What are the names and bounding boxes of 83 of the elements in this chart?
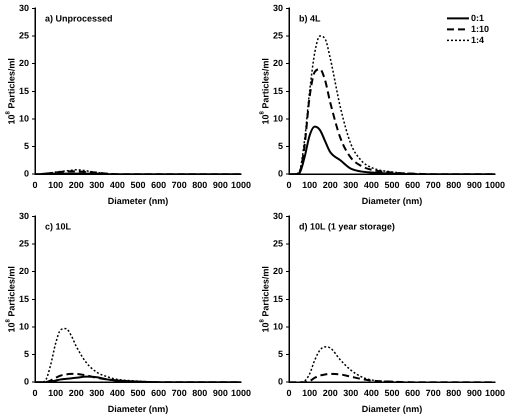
x-tick-label: 600: [405, 180, 420, 190]
legend-label: 1:4: [470, 34, 484, 45]
y-tick-label: 10: [272, 321, 284, 332]
y-tick-label: 0: [278, 168, 284, 179]
x-tick-label: 700: [426, 388, 441, 398]
x-tick-label: 800: [446, 180, 462, 190]
x-axis-title: Diameter (nm): [362, 196, 422, 206]
x-axis-title: Diameter (nm): [108, 404, 168, 414]
text: a) Unprocessed: [45, 13, 113, 24]
x-tick-label: 400: [110, 180, 125, 190]
y-tick-label: 15: [18, 294, 30, 304]
x-tick-label: 300: [89, 388, 104, 398]
y-tick-label: 15: [272, 294, 284, 304]
x-axis-title: Diameter (nm): [108, 196, 168, 206]
y-tick-label: 20: [18, 266, 30, 276]
y-tick-label: 25: [18, 238, 30, 249]
x-tick-label: 200: [322, 388, 338, 398]
y-tick-label: 15: [272, 86, 284, 96]
x-tick-label: 100: [302, 180, 318, 190]
legend-label: 1:10: [470, 24, 489, 34]
x-axis-title: Diameter (nm): [362, 404, 422, 414]
y-tick-label: 30: [18, 2, 30, 13]
x-tick-label: 900: [466, 388, 482, 398]
x-tick-label: 800: [446, 388, 462, 398]
x-tick-label: 200: [68, 388, 84, 398]
x-tick-label: 0: [286, 180, 292, 190]
x-tick-label: 500: [130, 388, 146, 398]
y-tick-label: 5: [278, 141, 284, 152]
x-tick-label: 500: [384, 180, 400, 190]
x-tick-label: 200: [68, 180, 84, 190]
x-tick-label: 400: [110, 388, 125, 398]
x-tick-label: 1000: [484, 180, 506, 190]
y-tick-label: 25: [272, 238, 284, 249]
x-tick-label: 200: [322, 180, 338, 190]
x-tick-label: 0: [286, 388, 292, 398]
x-tick-label: 300: [343, 388, 358, 398]
text: d) 10L (1 year storage): [299, 221, 395, 232]
x-tick-label: 1000: [484, 388, 506, 398]
x-tick-label: 100: [48, 388, 64, 398]
x-tick-label: 900: [466, 180, 482, 190]
text: b) 4L: [299, 13, 322, 24]
x-tick-label: 0: [32, 388, 38, 398]
y-tick-label: 5: [24, 349, 30, 360]
y-tick-label: 10: [18, 113, 30, 124]
y-tick-label: 20: [272, 58, 284, 68]
y-tick-label: 20: [272, 266, 284, 276]
y-tick-label: 15: [18, 86, 30, 96]
x-tick-label: 300: [89, 180, 104, 190]
x-tick-label: 100: [302, 388, 318, 398]
y-tick-label: 0: [24, 376, 30, 387]
x-tick-label: 300: [343, 180, 358, 190]
x-tick-label: 400: [364, 388, 379, 398]
x-tick-label: 900: [212, 388, 228, 398]
x-tick-label: 800: [192, 388, 208, 398]
y-tick-label: 10: [272, 113, 284, 124]
y-tick-label: 0: [24, 168, 30, 179]
text: c) 10L: [45, 221, 72, 232]
y-tick-label: 25: [18, 30, 30, 41]
x-tick-label: 700: [172, 180, 187, 190]
x-tick-label: 0: [32, 180, 38, 190]
x-tick-label: 100: [48, 180, 64, 190]
legend-label: 0:1: [470, 12, 484, 23]
x-tick-label: 800: [192, 180, 208, 190]
x-tick-label: 700: [172, 388, 187, 398]
x-tick-label: 1000: [230, 388, 252, 398]
x-tick-label: 600: [405, 388, 420, 398]
y-tick-label: 0: [278, 376, 284, 387]
x-tick-label: 600: [151, 388, 166, 398]
y-tick-label: 30: [272, 2, 284, 13]
y-tick-label: 30: [272, 210, 284, 221]
x-tick-label: 900: [212, 180, 228, 190]
y-tick-label: 25: [272, 30, 284, 41]
x-tick-label: 400: [364, 180, 379, 190]
x-tick-label: 500: [384, 388, 400, 398]
x-tick-label: 600: [151, 180, 166, 190]
y-tick-label: 20: [18, 58, 30, 68]
y-tick-label: 30: [18, 210, 30, 221]
x-tick-label: 1000: [230, 180, 252, 190]
y-tick-label: 5: [24, 141, 30, 152]
x-tick-label: 500: [130, 180, 146, 190]
y-tick-label: 5: [278, 349, 284, 360]
y-tick-label: 10: [18, 321, 30, 332]
x-tick-label: 700: [426, 180, 441, 190]
